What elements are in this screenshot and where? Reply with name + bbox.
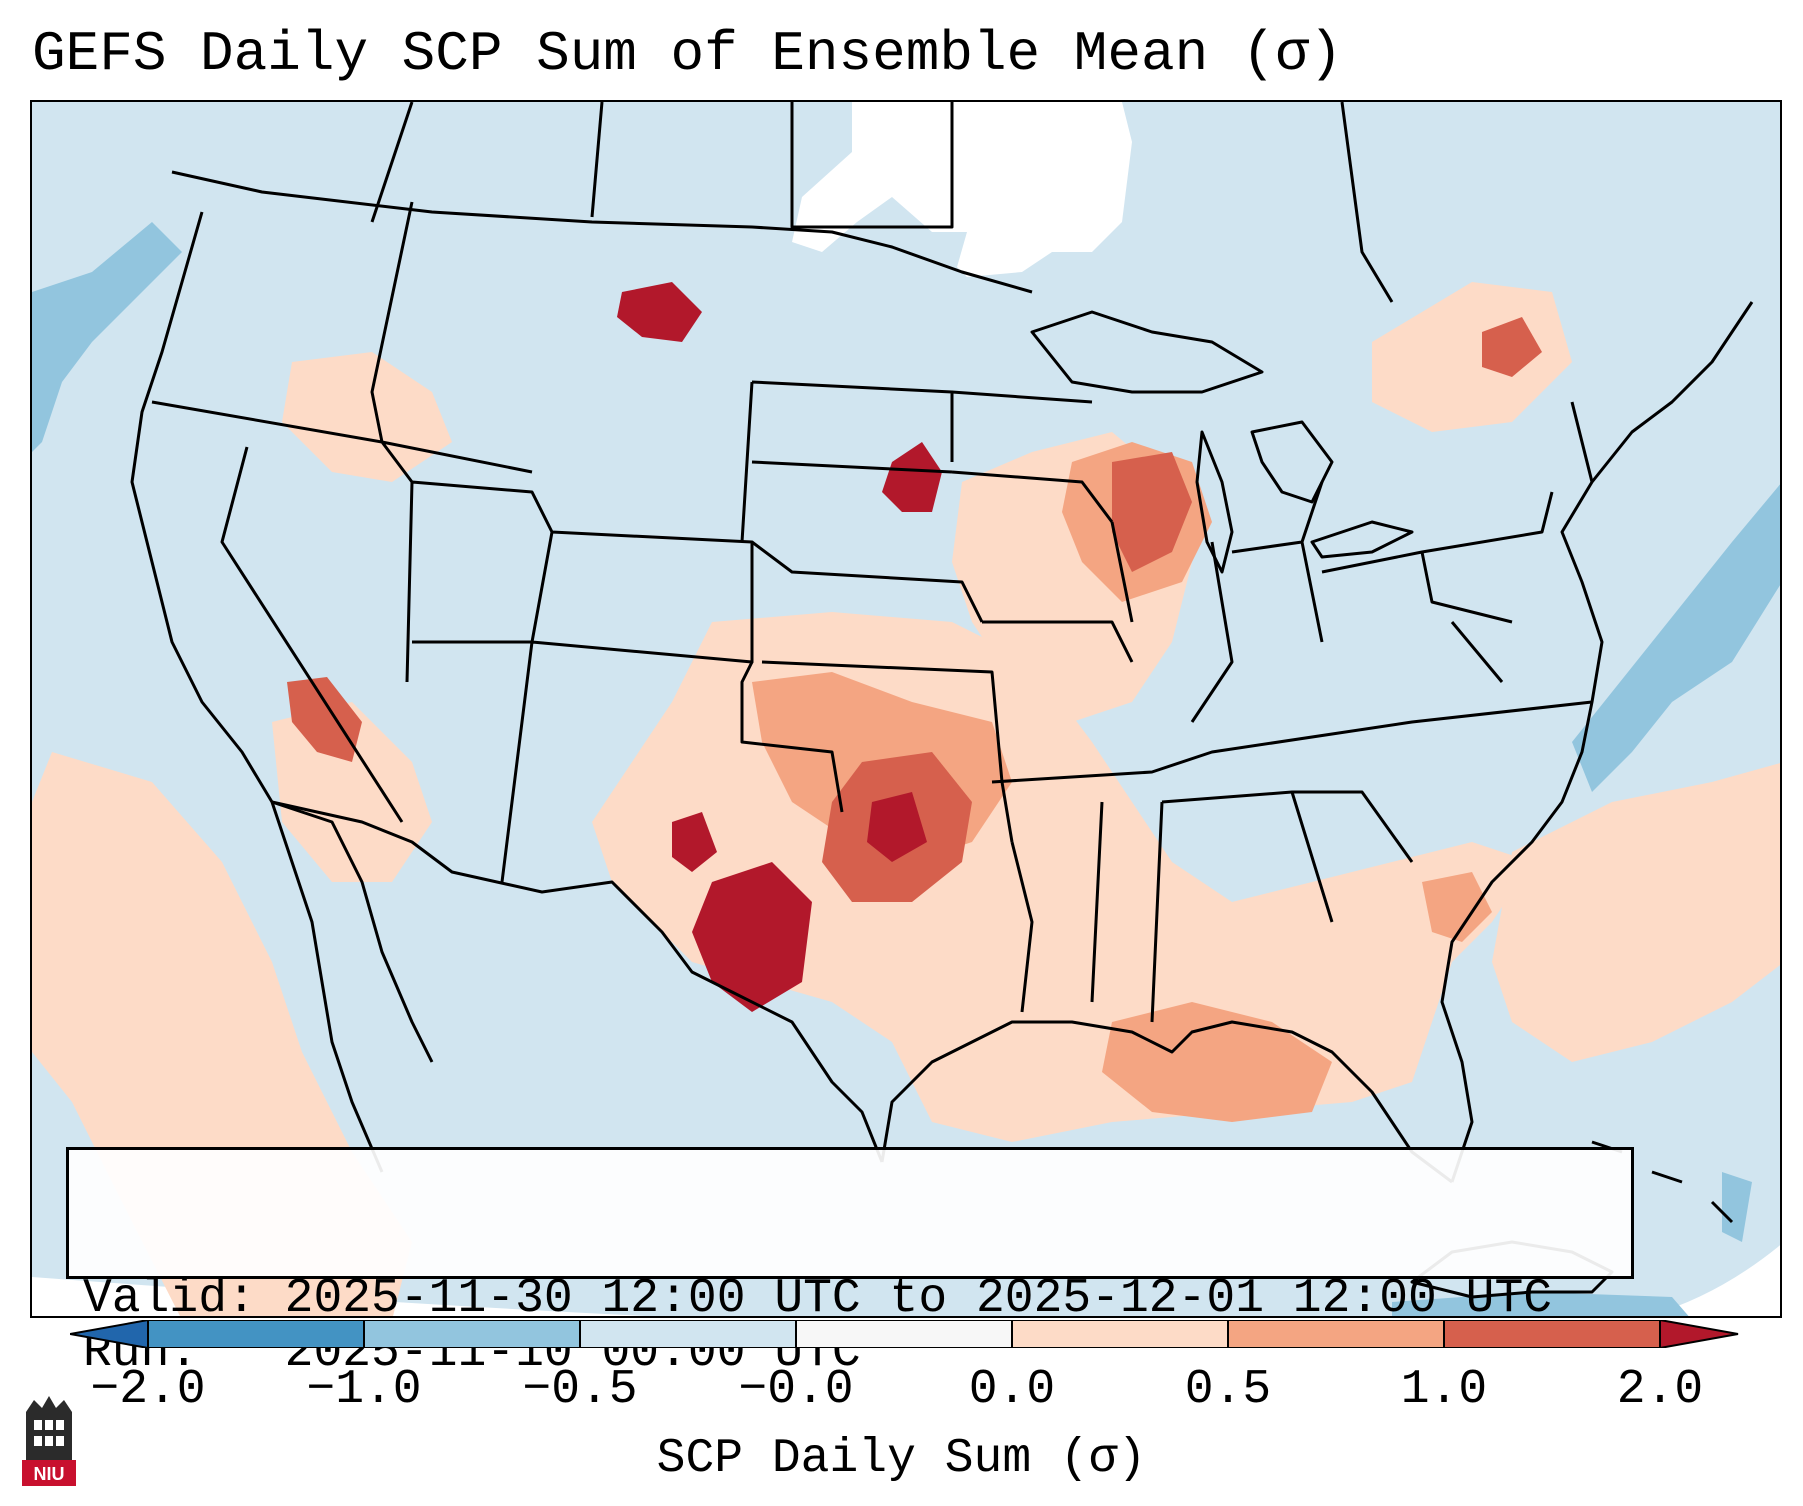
max-region-sd (882, 442, 942, 512)
colorbar-ticks (147, 1320, 1661, 1348)
colorbar-tick-label: −0.0 (738, 1363, 854, 1417)
neg-region-caribbean (1392, 1292, 1689, 1316)
state-lines-west (151, 201, 754, 883)
max-region-montana (617, 282, 702, 342)
colorbar-tick-label: −0.5 (522, 1363, 638, 1417)
logo-badge (22, 1460, 76, 1486)
us-mexico-border (271, 800, 884, 1163)
colorbar-bin-5 (1012, 1320, 1228, 1348)
colorbar-bin-2 (364, 1320, 580, 1348)
lake-huron (1250, 420, 1334, 504)
colorbar (70, 1320, 1739, 1348)
colorbar-bin-6 (1228, 1320, 1444, 1348)
colorbar-label: SCP Daily Sum (σ) (656, 1432, 1147, 1486)
colorbar-tick-label: −1.0 (306, 1363, 422, 1417)
logo-window-icon (34, 1420, 64, 1446)
colorbar-bin-3 (580, 1320, 796, 1348)
state-lines-northeast (1321, 401, 1594, 683)
gulf-coast (880, 1020, 1453, 1184)
colorbar-tick-label: 2.0 (1616, 1363, 1704, 1417)
pos-region-gulf (1102, 1002, 1332, 1122)
canada-province-line-3 (790, 102, 954, 229)
no-data-region-corner-right (1647, 1245, 1780, 1316)
valid-label: Valid: (83, 1272, 256, 1326)
baja-coast (271, 800, 434, 1063)
us-canada-border (171, 170, 1033, 294)
neg-region-caribbean-2 (1722, 1172, 1752, 1242)
canada-province-line-4 (1340, 102, 1394, 303)
colorbar-extend-max (1660, 1320, 1738, 1348)
west-coast (130, 211, 384, 1173)
colorbar-bin-1 (148, 1320, 364, 1348)
map-frame (30, 100, 1782, 1318)
lake-erie (1310, 520, 1414, 559)
no-data-region-canada (792, 102, 1132, 277)
max-region-west-texas (692, 862, 812, 1012)
pos-region-wisconsin (1112, 452, 1192, 572)
colorbar-bin-4 (796, 1320, 1012, 1348)
info-box: Valid: 2025-11-30 12:00 UTC to 2025-12-0… (66, 1147, 1634, 1380)
colorbar-extend-min (70, 1320, 148, 1348)
neg-region-atlantic (1572, 484, 1780, 792)
state-lines-midwest (951, 390, 1324, 723)
map-canvas (32, 102, 1780, 1316)
neg-region-pacific-nw (32, 222, 182, 452)
valid-line: Valid: 2025-11-30 12:00 UTC to 2025-12-0… (83, 1272, 1631, 1326)
niu-logo: NIU (22, 1396, 76, 1486)
lake-superior (1030, 310, 1264, 394)
colorbar-bin-7 (1444, 1320, 1660, 1348)
atlantic-coast (1440, 301, 1754, 1183)
pos-region-sc (1422, 872, 1492, 942)
geographic-borders (130, 102, 1754, 1299)
pos-region-great-basin (282, 352, 452, 482)
valid-value: 2025-11-30 12:00 UTC to 2025-12-01 12:00… (284, 1272, 1553, 1326)
colorbar-tick-label: 0.0 (968, 1363, 1056, 1417)
canada-province-line-2 (590, 102, 604, 218)
logo-text: NIU (34, 1464, 65, 1484)
pos-region-nevada-high (287, 677, 362, 762)
colorbar-tick-label: −2.0 (90, 1363, 206, 1417)
state-lines-south (991, 700, 1593, 1023)
colorbar-tick-label: 0.5 (1184, 1363, 1272, 1417)
max-region-se-nm (672, 812, 717, 872)
pos-region-atlantic-se (1492, 763, 1780, 1062)
max-region-oklahoma (867, 792, 927, 862)
pos-region-quebec-high (1482, 317, 1542, 377)
chart-title: GEFS Daily SCP Sum of Ensemble Mean (σ) (32, 22, 1343, 86)
canada-province-line-1 (370, 102, 414, 223)
lake-michigan (1195, 430, 1234, 574)
colorbar-tick-label: 1.0 (1400, 1363, 1488, 1417)
pos-region-nv-az (272, 702, 432, 882)
